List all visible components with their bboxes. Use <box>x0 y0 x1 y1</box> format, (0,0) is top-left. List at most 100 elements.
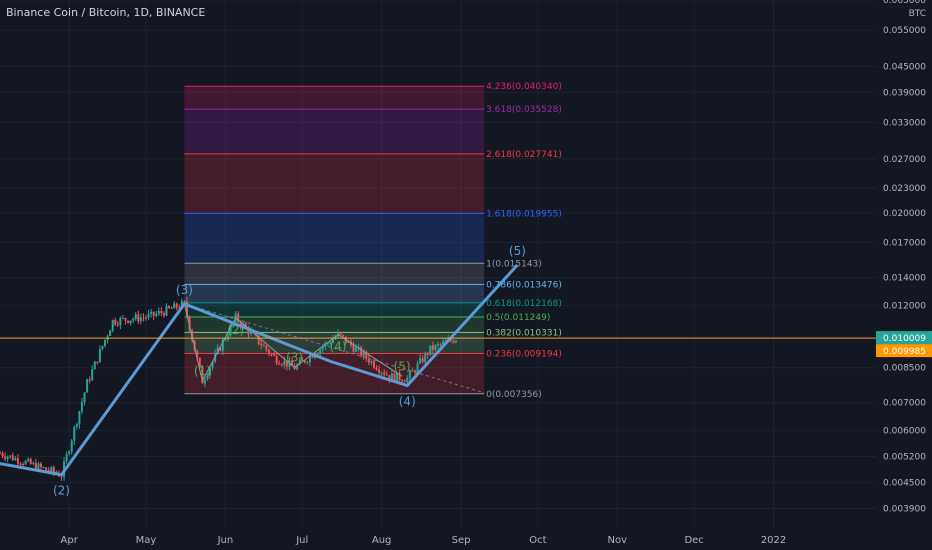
fib-level-label: 2.618(0.027741) <box>486 150 562 160</box>
y-tick-label: 0.008500 <box>883 364 926 374</box>
candle-body <box>124 317 127 321</box>
candle-body <box>283 360 286 365</box>
candle-body <box>70 440 73 452</box>
y-tick-label: 0.055000 <box>883 26 926 36</box>
x-tick-label: May <box>136 535 157 546</box>
candle-body <box>170 307 173 309</box>
candle-body <box>132 319 135 321</box>
candle-body <box>52 467 55 473</box>
candle-body <box>88 379 91 381</box>
candle-body <box>83 392 86 402</box>
x-tick-label: Aug <box>372 535 392 546</box>
candle-body <box>27 459 30 461</box>
x-tick-label: Jun <box>217 535 234 546</box>
prev-price-label: 0.009985 <box>883 347 926 357</box>
candle-body <box>80 401 83 412</box>
candle-body <box>73 426 76 441</box>
candle-body <box>360 347 363 356</box>
candle-body <box>111 319 114 331</box>
x-tick-label: Sep <box>452 535 471 546</box>
main-wave-path <box>0 263 519 477</box>
candle-body <box>367 358 370 363</box>
y-tick-label: 0.027000 <box>883 155 926 165</box>
candle-body <box>201 366 204 384</box>
candle-body <box>273 354 276 356</box>
candle-body <box>416 363 419 373</box>
candle-body <box>385 374 388 376</box>
candle-body <box>255 332 258 336</box>
y-tick-label: 0.012000 <box>883 301 926 311</box>
fib-level-label: 1(0.015143) <box>486 259 542 269</box>
candle-body <box>137 314 140 322</box>
x-tick-label: Nov <box>608 535 628 546</box>
candle-body <box>257 335 260 344</box>
candle-body <box>127 320 130 323</box>
wave-annotations: (1)(2)(3)(4)(5)(2)(3)(4)(5) <box>0 244 876 498</box>
candle-body <box>78 411 81 425</box>
candle-body <box>419 358 422 364</box>
candle-body <box>352 345 355 352</box>
candle-body <box>139 317 142 322</box>
candle-body <box>173 303 176 309</box>
candle-body <box>165 306 168 316</box>
main-wave-label: (2) <box>53 484 70 498</box>
candle-body <box>280 364 283 366</box>
candle-body <box>196 350 199 358</box>
candle-body <box>426 353 429 355</box>
y-tick-label: 0.065000 <box>883 0 926 6</box>
candle-body <box>145 317 147 319</box>
fib-level-label: 4.236(0.040340) <box>486 82 562 92</box>
y-tick-label: 0.017000 <box>883 238 926 248</box>
candle-body <box>1 453 4 457</box>
candle-body <box>326 342 329 344</box>
fib-level-label: 0.618(0.012168) <box>486 299 562 309</box>
candle-body <box>375 367 378 370</box>
candle-body <box>303 360 306 363</box>
candle-body <box>45 467 48 471</box>
x-tick-label: Dec <box>684 535 703 546</box>
candle-body <box>298 359 301 365</box>
candle-body <box>285 360 288 367</box>
y-tick-label: 0.005200 <box>883 452 926 462</box>
candle-body <box>96 361 99 363</box>
candle-body <box>393 373 396 382</box>
candle-body <box>362 351 365 356</box>
candle-body <box>306 362 309 364</box>
candle-body <box>98 349 101 363</box>
candle-body <box>6 456 9 459</box>
candle-body <box>244 323 247 328</box>
fib-level-label: 0.786(0.013476) <box>486 280 562 290</box>
sub-wave-label: (3) <box>286 351 303 365</box>
candle-body <box>372 360 375 368</box>
candle-body <box>408 371 411 379</box>
candle-body <box>39 463 42 468</box>
candle-body <box>221 340 224 351</box>
candle-body <box>216 347 219 354</box>
y-tick-label: 0.020000 <box>883 209 926 219</box>
candle-body <box>229 324 232 336</box>
candle-body <box>262 345 265 347</box>
candle-body <box>198 357 201 367</box>
candle-body <box>347 341 350 343</box>
candle-body <box>155 313 158 316</box>
last-price-label: 0.010009 <box>883 334 926 344</box>
main-wave-label: (5) <box>509 244 526 258</box>
x-tick-label: Apr <box>61 535 79 546</box>
y-tick-label: 0.006000 <box>883 427 926 437</box>
candle-body <box>296 364 299 370</box>
candle-body <box>68 451 71 455</box>
fib-extension: 0(0.007356) 0.236(0.009194) 0.382(0.010331… <box>184 82 562 400</box>
candle-body <box>237 313 240 322</box>
fib-level-label: 0(0.007356) <box>486 390 542 400</box>
candle-body <box>331 338 334 343</box>
candle-body <box>162 312 165 316</box>
candle-body <box>224 339 227 341</box>
candle-body <box>390 373 393 380</box>
candle-body <box>265 345 268 350</box>
candle-body <box>121 317 124 319</box>
candle-body <box>175 303 178 308</box>
candle-body <box>342 334 345 337</box>
candle-body <box>0 453 1 455</box>
candle-body <box>22 464 25 466</box>
